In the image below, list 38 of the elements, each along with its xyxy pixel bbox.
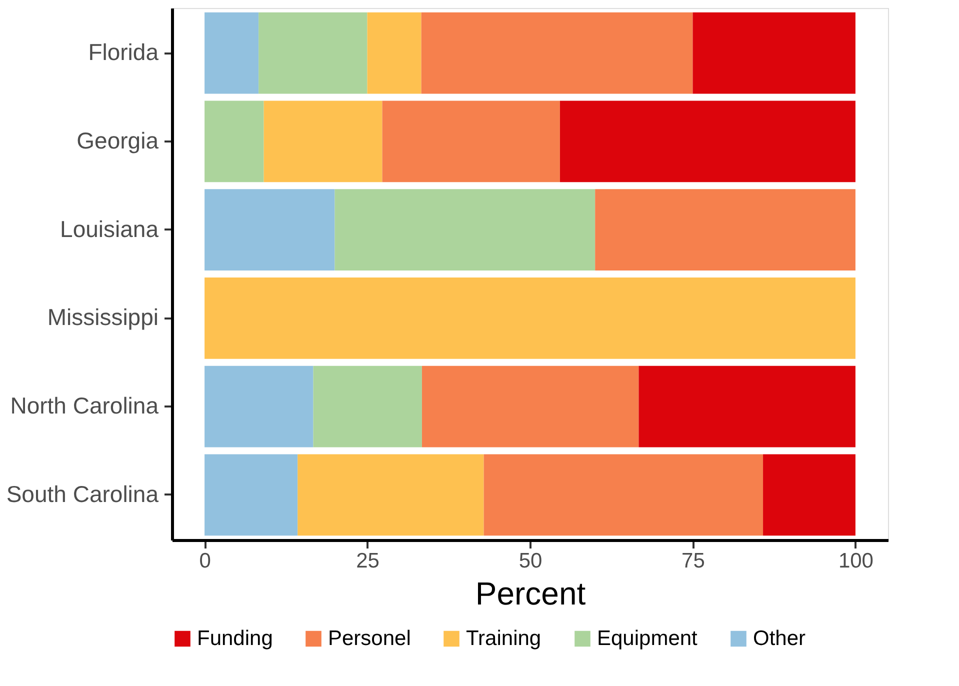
bar (422, 366, 639, 448)
x-tick-label: 100 (838, 550, 874, 572)
y-tick-label: Louisiana (60, 216, 159, 242)
bar (595, 189, 856, 270)
legend-label: Other (753, 626, 806, 650)
legend-label: Personel (328, 626, 411, 650)
x-tick-label: 0 (199, 550, 211, 572)
bar (204, 12, 259, 94)
bar (204, 366, 314, 448)
bar (204, 454, 298, 536)
bar (382, 100, 560, 182)
x-tick-label: 50 (518, 550, 542, 572)
y-tick-label: Georgia (76, 127, 159, 154)
bar (692, 12, 856, 94)
bar (204, 100, 264, 182)
legend-label: Training (466, 626, 542, 650)
y-tick-label: Mississippi (47, 304, 158, 330)
x-tick-label: 75 (682, 550, 705, 572)
bar (763, 454, 856, 536)
bar (367, 12, 422, 94)
bar (298, 454, 484, 536)
x-tick-label: 25 (356, 550, 380, 572)
y-tick-label: Florida (88, 39, 159, 66)
x-axis-title: Percent (475, 576, 586, 612)
bar (258, 12, 368, 94)
legend-label: Equipment (597, 626, 698, 650)
bar (484, 454, 764, 536)
bar (313, 366, 422, 448)
bar (421, 12, 693, 94)
bar (638, 366, 856, 448)
bar (204, 189, 335, 270)
y-tick-label: South Carolina (6, 480, 159, 507)
bar (560, 100, 856, 182)
bar (334, 189, 596, 270)
bar (264, 100, 382, 182)
y-tick-label: North Carolina (10, 392, 159, 419)
bar (204, 278, 856, 359)
legend-label: Funding (197, 626, 273, 650)
